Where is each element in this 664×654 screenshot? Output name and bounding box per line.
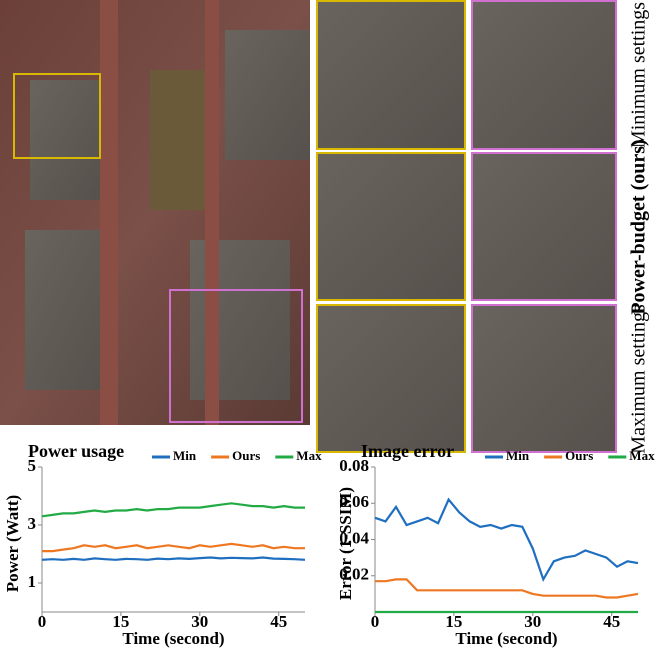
y-axis-label: Error (1-SSIM) xyxy=(336,487,355,600)
series-line xyxy=(375,579,638,597)
row-label: Maximum settings xyxy=(628,304,650,454)
series-line xyxy=(42,558,305,560)
legend-label: Max xyxy=(629,448,655,463)
series-line xyxy=(42,503,305,516)
series-line xyxy=(375,500,638,580)
main-image xyxy=(0,0,310,425)
row-label: Minimum settings xyxy=(628,2,650,148)
legend-label: Ours xyxy=(565,448,593,463)
figure: Minimum settings Power-budget (ours) Max… xyxy=(0,0,664,654)
y-axis-label: Power (Watt) xyxy=(3,495,22,592)
x-tick-label: 45 xyxy=(270,612,287,631)
series-line xyxy=(42,544,305,551)
x-axis-label: Time (second) xyxy=(455,629,557,648)
row-label: Power-budget (ours) xyxy=(628,139,650,314)
x-tick-label: 0 xyxy=(38,612,47,631)
legend-label: Min xyxy=(173,448,197,463)
x-tick-label: 0 xyxy=(371,612,380,631)
crop-images xyxy=(317,1,616,452)
legend-label: Ours xyxy=(232,448,260,463)
chart-title: Image error xyxy=(361,441,454,461)
x-tick-label: 45 xyxy=(603,612,620,631)
legend-label: Max xyxy=(296,448,322,463)
x-axis-label: Time (second) xyxy=(122,629,224,648)
chart-title: Power usage xyxy=(28,441,124,461)
y-tick-label: 1 xyxy=(28,572,37,591)
y-tick-label: 3 xyxy=(28,514,37,533)
legend-label: Min xyxy=(506,448,530,463)
